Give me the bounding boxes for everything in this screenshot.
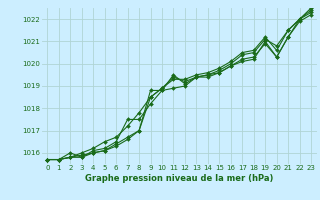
- X-axis label: Graphe pression niveau de la mer (hPa): Graphe pression niveau de la mer (hPa): [85, 174, 273, 183]
